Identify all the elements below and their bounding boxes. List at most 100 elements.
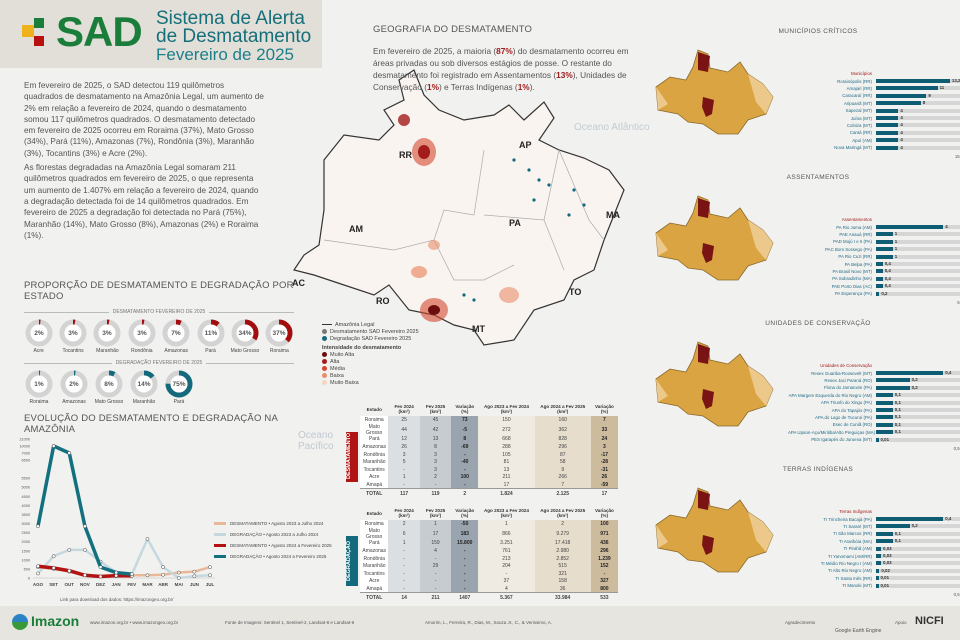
bar-fill: [876, 430, 893, 435]
ranking-row[interactable]: TI Yanomami (AM/RR)0,036 ›: [788, 552, 960, 559]
table-cell: 13: [478, 465, 535, 474]
ranking-row[interactable]: Cantá (RR)48 ›: [788, 129, 960, 136]
ranking-row[interactable]: Sapezal (MT)45 ›: [788, 107, 960, 114]
legend-label: DEGRADAÇÃO • Agosto 2023 a Julho 2024: [230, 532, 319, 537]
donut-chart: 3%: [128, 319, 156, 347]
ranking-row[interactable]: TI Manoki (MT)0,0110 ›: [788, 582, 960, 589]
ranking-row[interactable]: TI Trincheira Bacajá (PA)0,41 ›: [788, 515, 960, 522]
table-cell: -5: [451, 423, 479, 436]
table-cell: 6: [388, 527, 420, 540]
data-link[interactable]: Link para download dos dados: https://im…: [60, 597, 174, 602]
state-label-mt: MT: [472, 324, 485, 334]
bar-fill: [876, 583, 879, 588]
state-label-ap: AP: [519, 140, 532, 150]
degr-table: Estado Fev 2024 (km²) Fev 2025 (km²) Variaç…: [360, 506, 618, 603]
table-cell: -: [388, 569, 420, 578]
bar-fill: [876, 108, 899, 113]
ranking-row[interactable]: Resex Jaci Paraná (RO)0,22 ›: [788, 377, 960, 384]
ranking-row[interactable]: Amajari (RR)112 ›: [788, 85, 960, 92]
ranking-row[interactable]: Juína (MT)46 ›: [788, 114, 960, 121]
bar-fill: [876, 408, 893, 413]
table-cell: 4: [419, 547, 452, 555]
legend-level: Muito Baixa: [322, 380, 419, 387]
table-cell: 183: [451, 527, 479, 540]
ranking-row[interactable]: PAE Porto Dias (AC)0,49 ›: [788, 283, 960, 290]
ranking-row[interactable]: Aripuanã (MT)84 ›: [788, 100, 960, 107]
donut-desmatamento: 11% Pará: [196, 319, 225, 354]
ranking-row[interactable]: PA Brasil Novo (MT)0,47 ›: [788, 268, 960, 275]
table-cell: Amapá: [360, 481, 389, 489]
ranking-row[interactable]: PAE Anauá (RR)12 ›: [788, 231, 960, 238]
degr-tag: DEGRADAÇÃO: [346, 536, 358, 586]
ranking-bars: MunicípiosRankRorainópolis (RR)13,21 ›Am…: [788, 70, 960, 159]
bar-value: 0,4: [884, 261, 891, 267]
table-cell: Roraima: [360, 416, 389, 424]
bar-value: 0,02: [881, 567, 890, 573]
bar-track: 4: [876, 122, 960, 128]
bar-fill: [876, 116, 899, 121]
ranking-row[interactable]: PA Belpa (PA)0,46 ›: [788, 260, 960, 267]
table-cell: 29: [419, 562, 452, 570]
ranking-row[interactable]: TI São Marcos (RR)0,13 ›: [788, 530, 960, 537]
ranking-row[interactable]: PA Rio Cuzi (RR)15 ›: [788, 253, 960, 260]
ranking-row[interactable]: PAD Mojú I e II (PA)13 ›: [788, 238, 960, 245]
bar-track: 4: [876, 224, 960, 230]
table-cell: 1.824: [478, 488, 535, 499]
ranking-minimap: [648, 188, 778, 283]
imazon-brand: Imazon: [31, 613, 80, 629]
footer-thanks: Agradecimento: [785, 620, 816, 625]
data-point: [208, 573, 212, 578]
ranking-row[interactable]: PA Rio Juma (AM)41 ›: [788, 223, 960, 230]
table-cell: -: [451, 585, 479, 593]
ranking-row[interactable]: Colniza (MT)47 ›: [788, 122, 960, 129]
data-point: [67, 548, 72, 552]
ranking-row[interactable]: TI Santa Inês (RR)0,019 ›: [788, 575, 960, 582]
ranking-row[interactable]: APA Triunfo do Xingu (PA)0,15 ›: [788, 399, 960, 406]
bar-value: 4: [900, 115, 903, 121]
ranking-row[interactable]: TI Pirahã (AM)0,035 ›: [788, 545, 960, 552]
ranking-row[interactable]: Esec de Cuniã (RO)0,18 ›: [788, 421, 960, 428]
ranking-row[interactable]: TI Araribóia (MA)0,14 ›: [788, 538, 960, 545]
ranking-row[interactable]: TI Médio Rio Negro I (AM)0,037 ›: [788, 560, 960, 567]
donut-chart: 34%: [231, 319, 259, 347]
ranking-name: Rorainópolis (RR): [837, 78, 872, 84]
bar-value: 0,1: [894, 429, 901, 435]
ranking-name: Juína (MT): [850, 115, 872, 121]
ranking-row[interactable]: PA Esperança (PA)0,210 ›: [788, 290, 960, 297]
legend-label: DEGRADAÇÃO • Agosto 2024 a Fevereiro 202…: [230, 554, 327, 559]
ranking-row[interactable]: TI Sararé (MT)0,22 ›: [788, 523, 960, 530]
ranking-row[interactable]: TI Alto Rio Negro (AM)0,028 ›: [788, 567, 960, 574]
bar-track: 1: [876, 246, 960, 252]
table-cell: -40: [451, 458, 479, 466]
y-tick-label: 1000: [22, 558, 30, 562]
ranking-row[interactable]: PAC Bom Sossego (PA)14 ›: [788, 246, 960, 253]
ranking-row[interactable]: APA Margem Esquerda do Rio Negro (AM) 0,1…: [788, 392, 960, 399]
ranking-row[interactable]: APA Upaon-Açu/Miritiba/Alto Preguiças (M…: [788, 429, 960, 436]
legend-swatch: [322, 352, 327, 358]
ranking-row[interactable]: Resex Guariba-Roosevelt (MT)0,41 ›: [788, 369, 960, 376]
ranking-row[interactable]: Apuí (AM)49 ›: [788, 137, 960, 144]
donut-pct: 2%: [34, 330, 44, 337]
ranking-row[interactable]: APA do Tapajós (PA)0,16 ›: [788, 406, 960, 413]
table-cell: 436: [590, 539, 618, 548]
column-header: Fev 2024 (km²): [394, 508, 414, 518]
x-tick-label: ABR: [158, 582, 168, 587]
bar-value: 0,2: [911, 377, 918, 383]
data-point: [36, 571, 40, 576]
ranking-row[interactable]: Flona do Jamanxim (PA)0,23 ›: [788, 384, 960, 391]
y-tick-label: 7000: [22, 452, 30, 456]
bar-track: 0,01: [876, 437, 960, 442]
ranking-row[interactable]: Caracaraí (RR)93 ›: [788, 92, 960, 99]
table-cell: 33: [590, 423, 618, 436]
table-cell: Rondônia: [360, 450, 389, 459]
bar-value: 0,1: [894, 530, 901, 536]
ranking-row[interactable]: PES Igarapés do Juruena (MT)0,0110 ›: [788, 436, 960, 443]
ranking-row[interactable]: Rorainópolis (RR)13,21 ›: [788, 77, 960, 84]
ranking-row[interactable]: Nova Maringá (MT)410 ›: [788, 144, 960, 151]
ranking-row[interactable]: APA do Lago de Tucuruí (PA)0,17 ›: [788, 414, 960, 421]
legend-swatch: [214, 555, 226, 559]
footer-sites[interactable]: www.imazon.org.br • www.imazongeo.org.br: [90, 620, 179, 625]
y-tick-label: 2500: [22, 531, 30, 535]
bar-value: 0,4: [945, 370, 952, 376]
ranking-row[interactable]: PA Sobradinho (MA)0,48 ›: [788, 275, 960, 282]
